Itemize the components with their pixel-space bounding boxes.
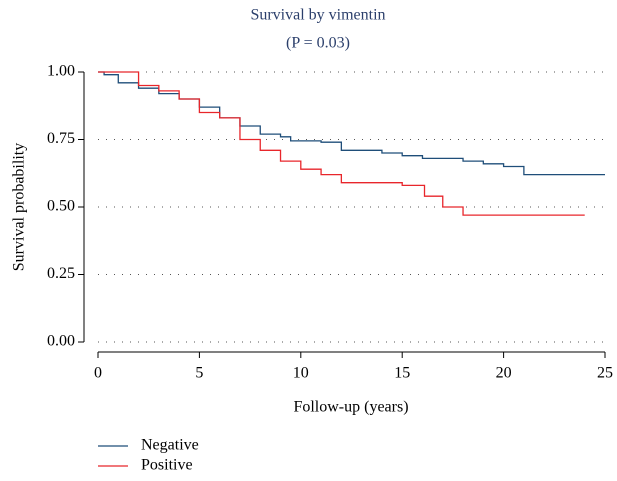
y-tick-label: 0.25 [47, 265, 75, 282]
y-tick-label: 0.75 [47, 130, 75, 147]
x-axis-label: Follow-up (years) [293, 399, 408, 416]
x-tick-label: 20 [496, 365, 512, 382]
chart-subtitle: (P = 0.03) [286, 35, 350, 52]
survival-curve [98, 71, 605, 176]
x-tick-label: 5 [195, 365, 203, 382]
x-tick-label: 15 [394, 365, 410, 382]
chart-title: Survival by vimentin [250, 7, 385, 24]
legend-label: Negative [141, 437, 199, 454]
x-tick-label: 10 [293, 365, 309, 382]
legend-label: Positive [141, 457, 193, 474]
survival-curve [98, 71, 585, 216]
x-tick-label: 0 [94, 365, 102, 382]
y-axis-label: Survival probability [11, 143, 28, 271]
y-tick-label: 0.00 [47, 333, 75, 350]
y-tick-label: 0.50 [47, 198, 75, 215]
x-tick-label: 25 [597, 365, 613, 382]
y-tick-label: 1.00 [47, 63, 75, 80]
